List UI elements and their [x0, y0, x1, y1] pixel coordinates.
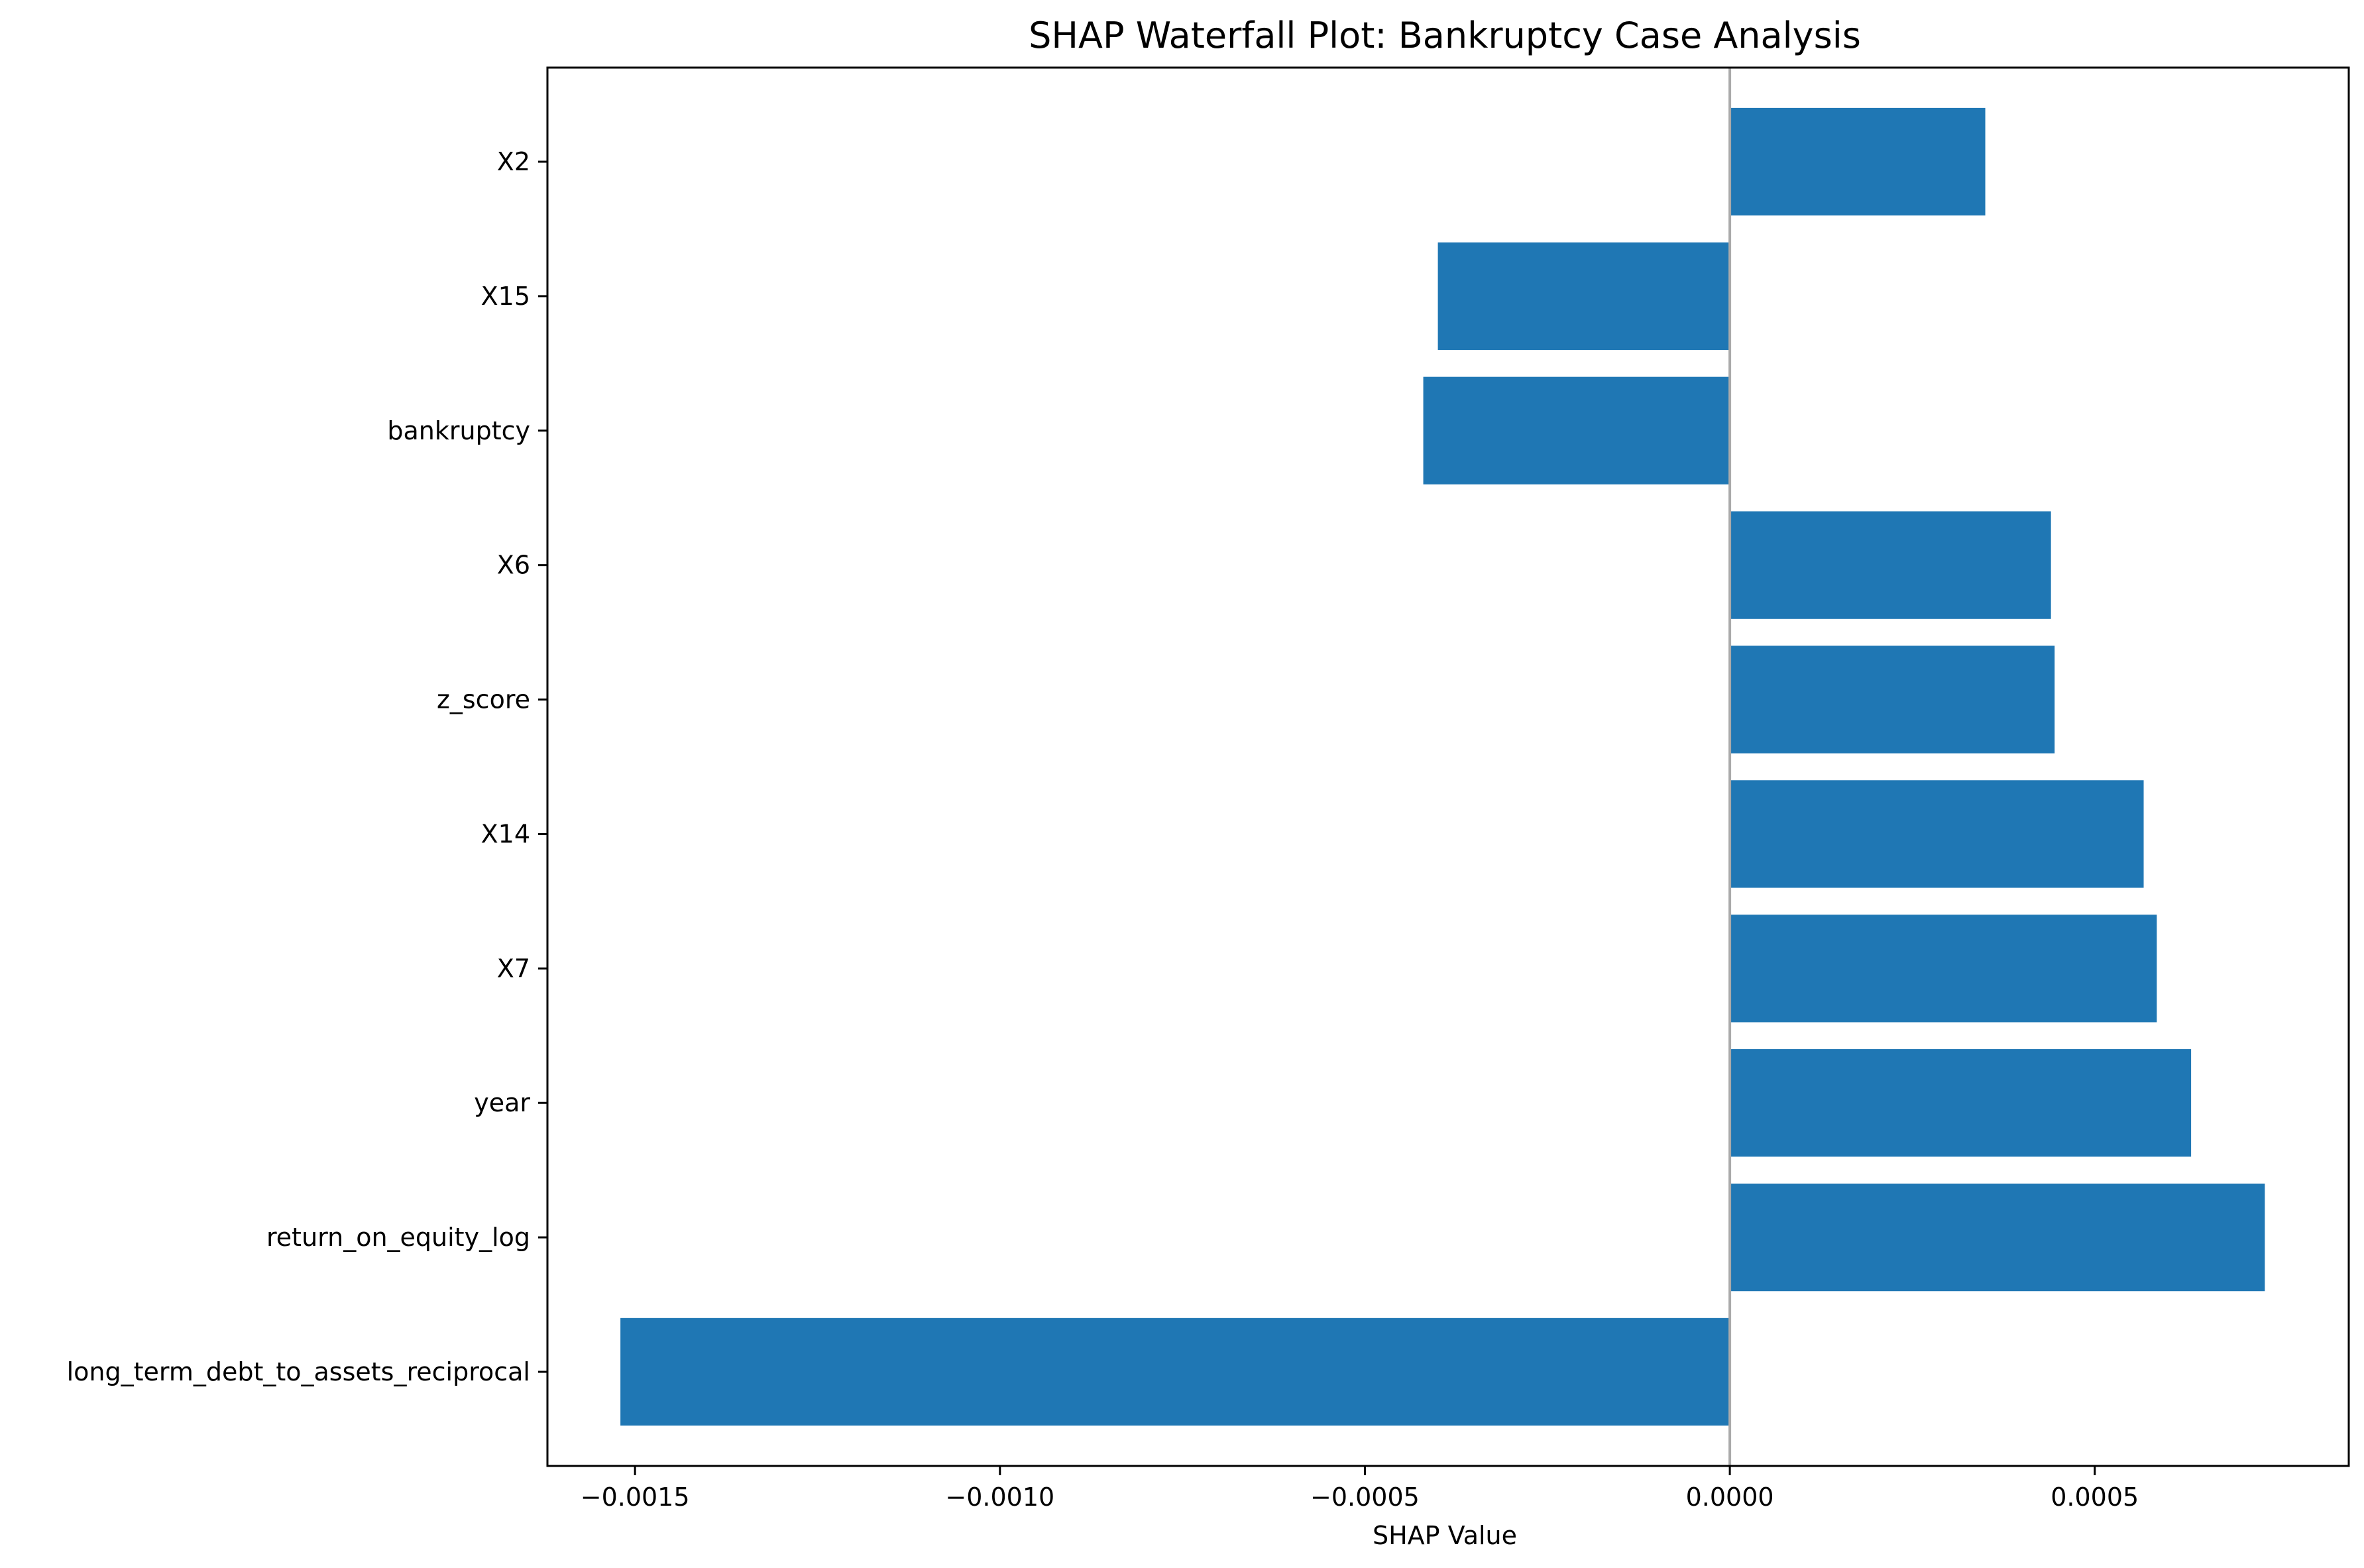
- y-tick-label: X2: [497, 147, 530, 176]
- plot-frame: [546, 66, 2350, 1467]
- x-tick-label: −0.0005: [1310, 1483, 1420, 1512]
- y-tick-label: X7: [497, 954, 530, 983]
- bars-group: [620, 107, 2265, 1426]
- y-tick-label: X14: [481, 819, 530, 848]
- bar-X7: [1730, 915, 2157, 1023]
- bar-X14: [1730, 780, 2144, 888]
- y-tick-label: return_on_equity_log: [266, 1223, 530, 1252]
- chart-title: SHAP Waterfall Plot: Bankruptcy Case Ana…: [1029, 15, 1861, 56]
- x-tick-label: −0.0010: [945, 1483, 1054, 1512]
- bar-X2: [1730, 107, 1986, 216]
- x-axis-label: SHAP Value: [1373, 1521, 1517, 1550]
- y-tick-label: X6: [497, 551, 530, 580]
- bar-z_score: [1730, 645, 2055, 754]
- y-tick-label: z_score: [437, 685, 530, 714]
- y-tick-label: year: [474, 1088, 530, 1117]
- y-tick-label: X15: [481, 282, 530, 311]
- bar-long_term_debt_to_assets_reciprocal: [620, 1317, 1730, 1426]
- x-tick-label: −0.0015: [581, 1483, 690, 1512]
- x-axis: −0.0015 −0.0010 −0.0005 0.0000 0.0005: [581, 1466, 2139, 1512]
- y-axis: X2 X15 bankruptcy X6 z_score X14 X7 year return_…: [67, 147, 547, 1386]
- x-tick-label: 0.0000: [1686, 1483, 1774, 1512]
- bar-bankruptcy: [1423, 376, 1730, 484]
- bar-return_on_equity_log: [1730, 1183, 2265, 1292]
- y-tick-label: bankruptcy: [387, 416, 530, 445]
- bar-X15: [1437, 242, 1730, 351]
- y-tick-label: long_term_debt_to_assets_reciprocal: [67, 1357, 530, 1386]
- bar-year: [1730, 1049, 2192, 1157]
- x-tick-label: 0.0005: [2051, 1483, 2139, 1512]
- bar-X6: [1730, 511, 2051, 619]
